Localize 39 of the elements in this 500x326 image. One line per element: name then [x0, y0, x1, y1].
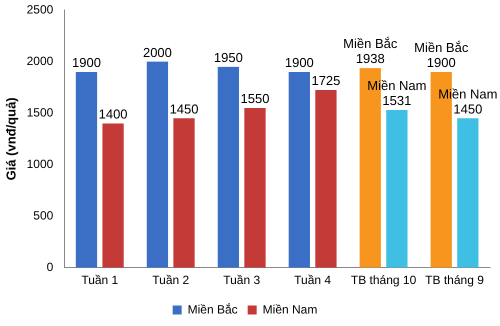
annotation: Miền Bắc [343, 36, 398, 52]
bar [244, 108, 266, 268]
data-label: 1550 [240, 91, 270, 106]
data-label: 1900 [426, 55, 456, 70]
bar [315, 90, 337, 268]
y-tick-label: 0 [46, 260, 54, 274]
data-label: 1900 [72, 55, 101, 70]
annotation: Miền Bắc [414, 40, 469, 56]
bar [102, 123, 124, 268]
x-tick-label: Tuần 1 [81, 273, 119, 288]
data-label: 1900 [284, 55, 314, 70]
bar [457, 118, 478, 268]
y-tick-label: 1500 [26, 105, 54, 120]
legend-label: Miền Bắc [188, 302, 238, 316]
data-label: 1450 [453, 101, 482, 116]
data-label: 1400 [98, 106, 128, 122]
x-tick-label: TB tháng 10 [350, 273, 417, 288]
data-label: 2000 [142, 44, 172, 60]
data-label: 1725 [311, 73, 340, 88]
y-tick-label: 2500 [26, 2, 54, 17]
y-tick-label: 500 [33, 208, 54, 222]
bar [173, 118, 195, 268]
x-tick-label: Tuần 2 [152, 273, 190, 288]
y-axis-title: Giá (vnđ/quả) [3, 97, 18, 180]
bar [218, 66, 240, 268]
x-tick-label: Tuần 4 [294, 273, 332, 288]
x-tick-label: TB tháng 9 [425, 273, 484, 288]
legend-label: Miền Nam [262, 302, 318, 316]
data-label: 1938 [356, 51, 385, 66]
data-label: 1950 [214, 50, 243, 65]
x-tick-label: Tuần 3 [223, 273, 260, 288]
bar [76, 72, 98, 268]
bar [146, 62, 168, 268]
bar [386, 110, 408, 268]
y-tick-label: 1000 [26, 156, 54, 171]
data-label: 1450 [170, 101, 198, 116]
y-tick-label: 2000 [26, 54, 54, 68]
bar [288, 72, 310, 268]
data-label: 1531 [382, 93, 412, 108]
